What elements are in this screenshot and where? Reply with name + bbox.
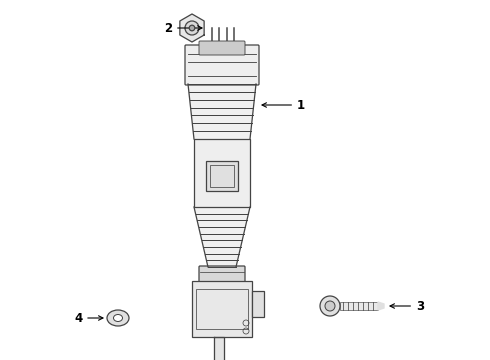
Polygon shape — [194, 207, 250, 267]
Circle shape — [185, 21, 199, 35]
Text: 2: 2 — [164, 22, 202, 35]
Text: 3: 3 — [390, 300, 424, 312]
FancyBboxPatch shape — [185, 45, 259, 85]
Circle shape — [320, 296, 340, 316]
Ellipse shape — [107, 310, 129, 326]
Polygon shape — [188, 84, 256, 139]
Bar — [340, 302, 378, 310]
Bar — [252, 291, 264, 317]
Polygon shape — [180, 14, 204, 42]
Polygon shape — [378, 302, 384, 310]
Polygon shape — [214, 337, 224, 360]
Bar — [192, 281, 252, 337]
Text: 1: 1 — [262, 99, 305, 112]
Bar — [194, 139, 250, 207]
Bar — [206, 161, 238, 191]
Text: 4: 4 — [74, 311, 103, 324]
Circle shape — [189, 25, 195, 31]
Bar — [196, 289, 248, 329]
Circle shape — [325, 301, 335, 311]
FancyBboxPatch shape — [199, 41, 245, 55]
Bar — [210, 165, 234, 187]
Ellipse shape — [114, 315, 122, 321]
FancyBboxPatch shape — [199, 266, 245, 282]
